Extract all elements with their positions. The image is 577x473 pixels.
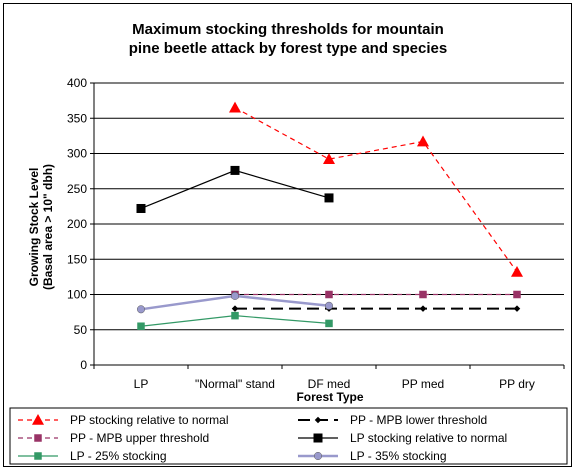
y-tick-label: 300 xyxy=(67,147,87,161)
data-point-marker xyxy=(229,101,241,113)
y-tick-label: 350 xyxy=(67,111,87,125)
data-point-marker xyxy=(325,290,333,299)
legend-label: PP - MPB upper threshold xyxy=(70,431,209,445)
legend-label: LP stocking relative to normal xyxy=(350,431,507,445)
y-tick-label: 100 xyxy=(67,288,87,302)
data-point-marker xyxy=(34,452,42,460)
data-point-marker xyxy=(419,290,427,299)
chart: Maximum stocking thresholds for mountain… xyxy=(9,21,568,465)
series-5 xyxy=(137,291,333,314)
data-point-marker xyxy=(230,165,240,175)
data-point-marker xyxy=(231,305,239,312)
series-4 xyxy=(137,311,333,330)
legend-item: PP - MPB upper threshold xyxy=(18,431,209,445)
legend-item: LP - 35% stocking xyxy=(298,449,447,463)
legend-label: PP - MPB lower threshold xyxy=(350,413,487,427)
x-axis-title: Forest Type xyxy=(296,390,363,404)
legend-item: PP stocking relative to normal xyxy=(18,413,229,427)
series-line xyxy=(140,169,330,210)
legend-label: LP - 35% stocking xyxy=(350,449,447,463)
data-point-marker xyxy=(231,291,239,300)
data-point-marker xyxy=(136,203,146,213)
data-point-marker xyxy=(511,265,523,277)
legend: PP stocking relative to normal PP - MPB l… xyxy=(9,407,568,465)
data-point-marker xyxy=(513,305,521,312)
y-tick-label: 200 xyxy=(67,217,87,231)
data-point-marker xyxy=(137,322,145,330)
y-tick-label: 400 xyxy=(67,76,87,90)
data-point-marker xyxy=(32,414,44,425)
series-0 xyxy=(229,101,523,277)
y-tick-label: 0 xyxy=(80,358,87,372)
y-axis-title-line-1: Growing Stock Level xyxy=(27,168,41,287)
chart-title-line-1: Maximum stocking thresholds for mountain xyxy=(132,21,444,38)
x-tick-label: "Normal" stand xyxy=(195,377,275,391)
data-point-marker xyxy=(325,301,333,310)
data-point-marker xyxy=(314,416,322,424)
legend-box xyxy=(9,407,568,465)
y-axis-title-line-2: (Basal area > 10" dbh) xyxy=(41,164,55,290)
chart-title-line-2: pine beetle attack by forest type and sp… xyxy=(129,40,447,57)
y-tick-label: 50 xyxy=(74,323,88,337)
legend-item: PP - MPB lower threshold xyxy=(298,413,487,427)
data-point-marker xyxy=(513,290,521,299)
series-3 xyxy=(136,165,334,213)
data-point-marker xyxy=(231,311,239,320)
y-tick-label: 150 xyxy=(67,252,87,266)
chart-frame: Maximum stocking thresholds for mountain… xyxy=(3,3,572,467)
data-point-marker xyxy=(137,305,145,314)
data-point-marker xyxy=(419,305,427,312)
data-point-marker xyxy=(34,434,42,442)
y-axis-title: Growing Stock Level (Basal area > 10" db… xyxy=(27,164,55,290)
legend-item: LP - 25% stocking xyxy=(18,449,167,463)
x-tick-label: PP dry xyxy=(499,377,535,391)
y-tick-label: 250 xyxy=(67,182,87,196)
data-point-marker xyxy=(323,153,335,164)
x-tick-label: DF med xyxy=(308,377,351,391)
data-point-marker xyxy=(417,135,429,147)
data-point-marker xyxy=(324,193,334,203)
legend-label: PP stocking relative to normal xyxy=(70,413,229,427)
legend-label: LP - 25% stocking xyxy=(70,449,167,463)
data-point-marker xyxy=(325,319,333,328)
x-tick-label: LP xyxy=(134,377,149,391)
data-point-marker xyxy=(313,433,323,443)
series-1 xyxy=(231,305,521,312)
x-tick-label: PP med xyxy=(402,377,444,391)
legend-item: LP stocking relative to normal xyxy=(298,431,507,445)
data-point-marker xyxy=(314,452,322,460)
series-line xyxy=(234,107,518,273)
